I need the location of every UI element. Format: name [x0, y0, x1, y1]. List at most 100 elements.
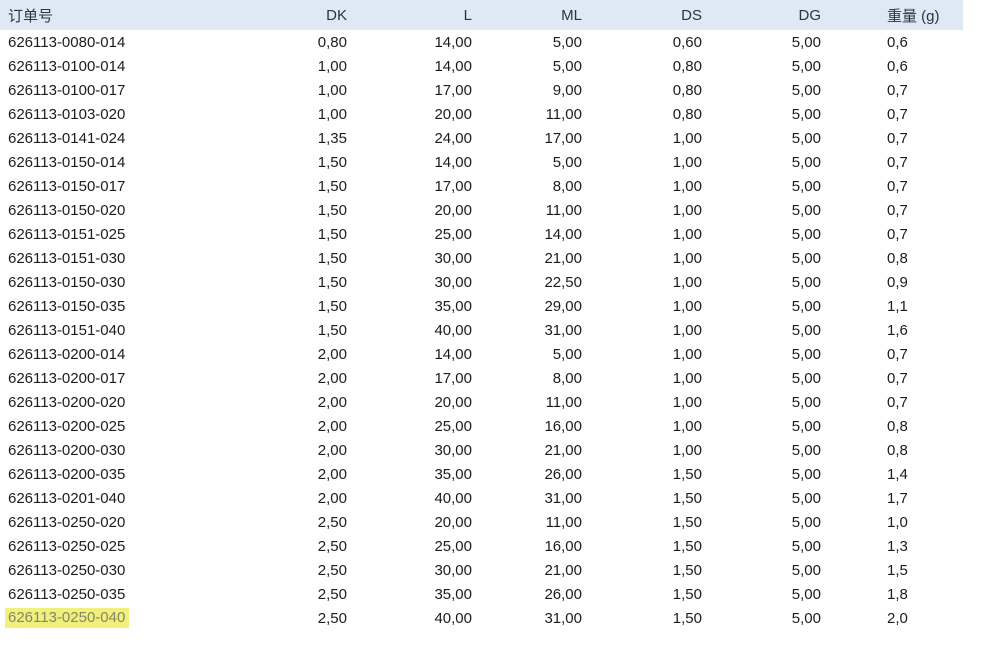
cell-weight: 0,7 [887, 105, 908, 123]
cell-dg: 5,00 [791, 153, 821, 171]
cell-dk: 1,35 [317, 129, 347, 147]
cell-dg: 5,00 [791, 201, 821, 219]
table-row[interactable]: 626113-0151-040 1,50 40,00 31,00 1,00 5,00 1,6 [0, 318, 963, 342]
table-row[interactable]: 626113-0200-030 2,00 30,00 21,00 1,00 5,00 0,8 [0, 438, 963, 462]
cell-dg: 5,00 [791, 513, 821, 531]
cell-dk: 2,50 [317, 513, 347, 531]
table-row[interactable]: 626113-0250-020 2,50 20,00 11,00 1,50 5,00 1,0 [0, 510, 963, 534]
cell-ds: 1,00 [672, 393, 702, 411]
cell-ml: 9,00 [552, 81, 582, 99]
cell-weight: 1,0 [887, 513, 908, 531]
cell-dg: 5,00 [791, 225, 821, 243]
cell-weight: 0,6 [887, 33, 908, 51]
cell-ds: 1,00 [672, 369, 702, 387]
cell-weight: 0,7 [887, 225, 908, 243]
cell-dk: 2,00 [317, 393, 347, 411]
table-row[interactable]: 626113-0200-017 2,00 17,00 8,00 1,00 5,00 0,7 [0, 366, 963, 390]
cell-order: 626113-0151-040 [8, 321, 126, 339]
cell-ds: 1,50 [672, 513, 702, 531]
cell-dk: 1,50 [317, 321, 347, 339]
cell-order: 626113-0201-040 [8, 489, 126, 507]
cell-ml: 21,00 [544, 441, 582, 459]
cell-ml: 26,00 [544, 465, 582, 483]
cell-ml: 21,00 [544, 561, 582, 579]
cell-weight: 0,7 [887, 129, 908, 147]
cell-dg: 5,00 [791, 441, 821, 459]
header-row: 订单号 DK L ML DS DG 重量 (g) [0, 0, 963, 30]
table-row[interactable]: 626113-0200-020 2,00 20,00 11,00 1,00 5,00 0,7 [0, 390, 963, 414]
table-row[interactable]: 626113-0151-025 1,50 25,00 14,00 1,00 5,00 0,7 [0, 222, 963, 246]
cell-dg: 5,00 [791, 33, 821, 51]
cell-order: 626113-0151-025 [8, 225, 126, 243]
cell-dg: 5,00 [791, 57, 821, 75]
table-row[interactable]: 626113-0103-020 1,00 20,00 11,00 0,80 5,00 0,7 [0, 102, 963, 126]
cell-ml: 5,00 [552, 345, 582, 363]
column-header-l: L [348, 0, 473, 30]
table-row[interactable]: 626113-0150-035 1,50 35,00 29,00 1,00 5,00 1,1 [0, 294, 963, 318]
cell-order: 626113-0250-035 [8, 585, 126, 603]
cell-ml: 11,00 [545, 393, 582, 411]
column-header-weight: 重量 (g) [822, 0, 963, 30]
table-row[interactable]: 626113-0200-025 2,00 25,00 16,00 1,00 5,00 0,8 [0, 414, 963, 438]
cell-ml: 8,00 [552, 369, 582, 387]
cell-l: 30,00 [434, 441, 472, 459]
cell-order: 626113-0100-014 [8, 57, 126, 75]
cell-l: 17,00 [434, 369, 472, 387]
table-row[interactable]: 626113-0250-030 2,50 30,00 21,00 1,50 5,00 1,5 [0, 558, 963, 582]
cell-weight: 0,7 [887, 393, 908, 411]
cell-ds: 1,00 [672, 129, 702, 147]
cell-dk: 1,00 [317, 81, 347, 99]
cell-dg: 5,00 [791, 465, 821, 483]
cell-dk: 2,50 [317, 585, 347, 603]
cell-weight: 0,7 [887, 153, 908, 171]
table-row[interactable]: 626113-0151-030 1,50 30,00 21,00 1,00 5,00 0,8 [0, 246, 963, 270]
table-row[interactable]: 626113-0250-040 2,50 40,00 31,00 1,50 5,00 2,0 [0, 606, 963, 630]
cell-dk: 2,50 [317, 609, 347, 627]
cell-order: 626113-0250-040 [0, 606, 290, 630]
cell-weight: 0,7 [887, 345, 908, 363]
table-row[interactable]: 626113-0201-040 2,00 40,00 31,00 1,50 5,00 1,7 [0, 486, 963, 510]
cell-ml: 17,00 [544, 129, 582, 147]
cell-ds: 1,00 [672, 297, 702, 315]
cell-l: 20,00 [434, 105, 472, 123]
table-row[interactable]: 626113-0250-035 2,50 35,00 26,00 1,50 5,00 1,8 [0, 582, 963, 606]
table-row[interactable]: 626113-0200-014 2,00 14,00 5,00 1,00 5,00 0,7 [0, 342, 963, 366]
table-row[interactable]: 626113-0100-017 1,00 17,00 9,00 0,80 5,00 0,7 [0, 78, 963, 102]
table-row[interactable]: 626113-0150-017 1,50 17,00 8,00 1,00 5,00 0,7 [0, 174, 963, 198]
table-row[interactable]: 626113-0150-020 1,50 20,00 11,00 1,00 5,00 0,7 [0, 198, 963, 222]
cell-dk: 2,00 [317, 465, 347, 483]
cell-ds: 0,60 [672, 33, 702, 51]
table-row[interactable]: 626113-0200-035 2,00 35,00 26,00 1,50 5,00 1,4 [0, 462, 963, 486]
table-row[interactable]: 626113-0100-014 1,00 14,00 5,00 0,80 5,00 0,6 [0, 54, 963, 78]
cell-weight: 1,5 [887, 561, 908, 579]
table-row[interactable]: 626113-0141-024 1,35 24,00 17,00 1,00 5,00 0,7 [0, 126, 963, 150]
cell-weight: 1,6 [887, 321, 908, 339]
cell-ds: 1,00 [672, 345, 702, 363]
column-header-ds: DS [583, 0, 703, 30]
table-row[interactable]: 626113-0150-014 1,50 14,00 5,00 1,00 5,00 0,7 [0, 150, 963, 174]
cell-l: 25,00 [434, 225, 472, 243]
cell-order: 626113-0150-020 [8, 201, 126, 219]
cell-ml: 5,00 [552, 33, 582, 51]
cell-ds: 1,00 [672, 417, 702, 435]
cell-order: 626113-0250-025 [8, 537, 126, 555]
orders-table: 订单号 DK L ML DS DG 重量 (g) 626113-0080-014 0,80 14… [0, 0, 963, 630]
cell-ml: 11,00 [545, 105, 582, 123]
cell-ds: 1,50 [672, 537, 702, 555]
cell-dg: 5,00 [791, 609, 821, 627]
table-row[interactable]: 626113-0250-025 2,50 25,00 16,00 1,50 5,00 1,3 [0, 534, 963, 558]
cell-ml: 16,00 [544, 537, 582, 555]
cell-ds: 1,50 [672, 465, 702, 483]
cell-weight: 1,7 [887, 489, 908, 507]
cell-weight: 0,7 [887, 81, 908, 99]
table-row[interactable]: 626113-0150-030 1,50 30,00 22,50 1,00 5,00 0,9 [0, 270, 963, 294]
cell-order: 626113-0141-024 [8, 129, 126, 147]
cell-order: 626113-0100-017 [8, 81, 126, 99]
cell-dg: 5,00 [791, 561, 821, 579]
cell-dg: 5,00 [791, 273, 821, 291]
cell-l: 20,00 [434, 201, 472, 219]
cell-l: 30,00 [434, 561, 472, 579]
table-row[interactable]: 626113-0080-014 0,80 14,00 5,00 0,60 5,00 0,6 [0, 30, 963, 54]
cell-weight: 1,8 [887, 585, 908, 603]
cell-dk: 1,00 [317, 57, 347, 75]
